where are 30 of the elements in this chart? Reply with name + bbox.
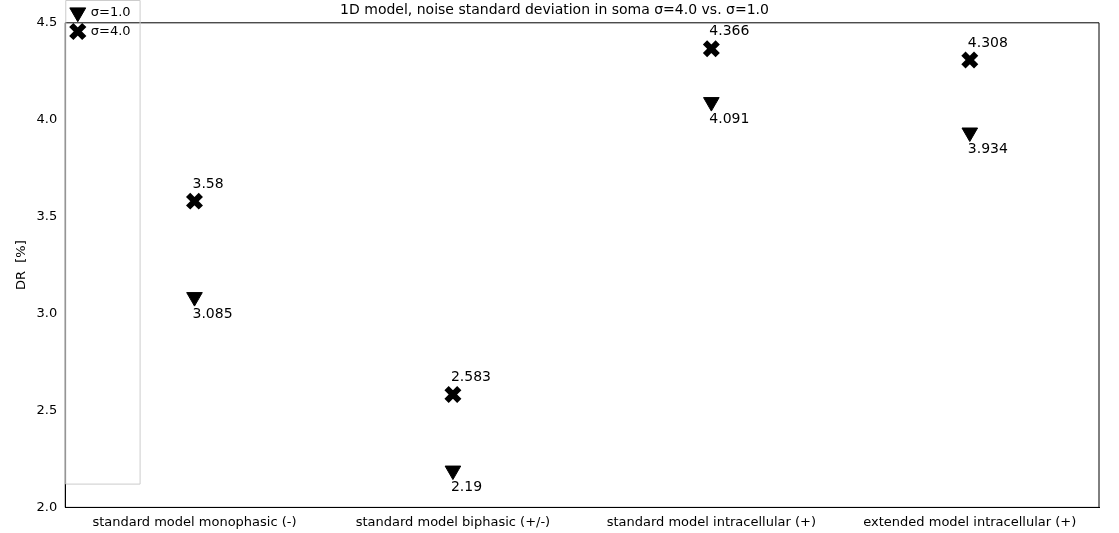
point (703, 97, 720, 112)
x-tick-label: standard model intracellular (+) (606, 513, 817, 529)
data-label: 3.085 (192, 304, 233, 321)
y-tick-label: 2.0 (36, 498, 58, 514)
data-label: 4.366 (709, 22, 750, 39)
y-tick-label: 4.5 (36, 14, 58, 30)
y-tick-label: 3.5 (36, 208, 58, 224)
y-tick-label: 4.0 (36, 111, 58, 127)
point (961, 127, 979, 143)
point (444, 465, 462, 481)
x-tick-label: extended model intracellular (+) (863, 513, 1077, 529)
y-tick-label: 3.0 (36, 304, 58, 320)
data-label: 2.583 (450, 368, 492, 385)
y-tick-label: 2.5 (36, 401, 58, 417)
point (960, 50, 980, 70)
data-label: 3.58 (192, 174, 224, 191)
point (185, 191, 204, 211)
data-label: 2.19 (450, 478, 483, 495)
data-label: 4.091 (709, 109, 750, 126)
point (443, 385, 463, 404)
point (186, 292, 203, 307)
data-label: 4.308 (967, 33, 1008, 50)
x-tick-label: standard model biphasic (+/-) (355, 513, 551, 529)
y-axis-title: DR [%] (13, 240, 29, 291)
chart-title: 1D model, noise standard deviation in soma σ=4.0 vs. σ=1.0 (340, 1, 769, 18)
legend-label: σ=4.0 (90, 22, 131, 38)
point (701, 39, 721, 59)
data-label: 3.934 (967, 140, 1008, 157)
x-tick-label: standard model monophasic (-) (92, 513, 297, 529)
legend-label: σ=1.0 (90, 3, 131, 19)
